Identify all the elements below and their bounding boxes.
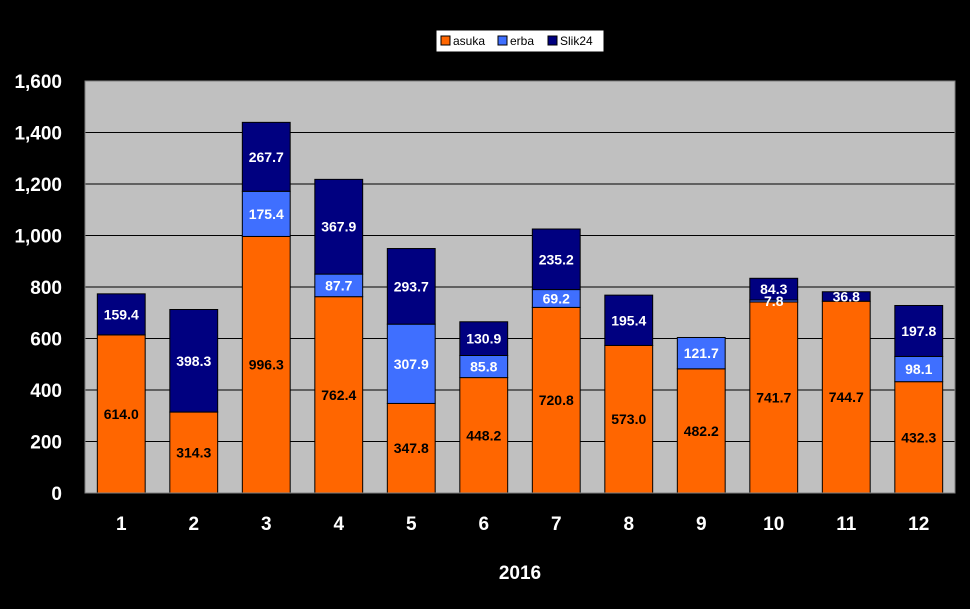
data-label: 398.3: [176, 353, 211, 369]
data-label: 762.4: [321, 387, 356, 403]
bar-segment-asuka: [749, 301, 799, 494]
y-tick-label: 1,000: [14, 227, 62, 248]
bar-segment-slik24: [96, 293, 146, 336]
bar-segment-erba: [386, 323, 436, 404]
data-label: 307.9: [394, 356, 429, 372]
bar-segment-asuka: [531, 306, 581, 494]
data-label: 482.2: [684, 423, 719, 439]
x-tick-label: 11: [836, 514, 857, 535]
legend-swatch-erba: [497, 35, 508, 46]
data-label: 84.3: [760, 281, 787, 297]
data-label: 741.7: [756, 390, 791, 406]
data-label: 448.2: [466, 427, 501, 443]
data-label: 98.1: [905, 361, 932, 377]
data-label: 7.8: [764, 293, 784, 309]
bar-segment-erba: [894, 355, 944, 383]
data-label: 267.7: [249, 149, 284, 165]
bar-segment-slik24: [459, 321, 509, 356]
bar-segment-slik24: [241, 121, 291, 192]
legend-swatch-slik24: [547, 35, 558, 46]
bar-segment-asuka: [386, 402, 436, 494]
data-label: 293.7: [394, 278, 429, 294]
legend-label: erba: [510, 34, 534, 48]
bar-segment-erba: [676, 336, 726, 370]
x-tick-label: 1: [116, 514, 127, 535]
bar-segment-slik24: [749, 277, 799, 301]
legend-swatch-asuka: [440, 35, 451, 46]
bar-segment-slik24: [821, 291, 871, 302]
bar-segment-slik24: [531, 228, 581, 291]
y-tick-label: 1,400: [14, 124, 62, 145]
x-tick-label: 9: [696, 514, 707, 535]
bar-segment-slik24: [314, 178, 364, 275]
bar-segment-asuka: [604, 344, 654, 494]
y-tick-label: 600: [30, 330, 62, 351]
bar-segment-asuka: [169, 411, 219, 494]
bar-segment-asuka: [96, 334, 146, 494]
data-label: 996.3: [249, 357, 284, 373]
bar-segment-slik24: [604, 294, 654, 346]
bar-segment-slik24: [894, 304, 944, 357]
legend: [435, 29, 605, 53]
x-tick-label: 8: [623, 514, 634, 535]
legend-label: Slik24: [560, 34, 593, 48]
bar-segment-slik24: [169, 309, 219, 413]
data-label: 314.3: [176, 445, 211, 461]
x-tick-label: 2: [188, 514, 199, 535]
data-label: 235.2: [539, 251, 574, 267]
data-label: 69.2: [543, 290, 570, 306]
data-label: 159.4: [104, 306, 139, 322]
data-label: 195.4: [611, 312, 646, 328]
data-label: 36.8: [833, 289, 860, 305]
legend-label: asuka: [453, 34, 485, 48]
plot-border: [84, 80, 956, 494]
data-label: 197.8: [901, 323, 936, 339]
x-tick-label: 7: [551, 514, 562, 535]
x-tick-label: 10: [763, 514, 784, 535]
data-label: 367.9: [321, 219, 356, 235]
y-tick-label: 400: [30, 381, 62, 402]
x-tick-label: 12: [908, 514, 929, 535]
bar-segment-asuka: [241, 235, 291, 494]
data-label: 347.8: [394, 440, 429, 456]
y-tick-label: 200: [30, 433, 62, 454]
y-tick-label: 0: [51, 484, 62, 505]
data-label: 87.7: [325, 277, 352, 293]
data-label: 614.0: [104, 406, 139, 422]
data-label: 175.4: [249, 206, 284, 222]
data-label: 573.0: [611, 411, 646, 427]
bar-segment-asuka: [676, 368, 726, 494]
data-label: 121.7: [684, 345, 719, 361]
x-tick-label: 4: [333, 514, 344, 535]
bar-segment-asuka: [894, 381, 944, 494]
x-tick-label: 6: [478, 514, 489, 535]
data-label: 720.8: [539, 392, 574, 408]
x-tick-label: 3: [261, 514, 272, 535]
y-tick-label: 1,200: [14, 175, 62, 196]
y-tick-label: 800: [30, 278, 62, 299]
x-axis-title: 2016: [499, 563, 541, 584]
bar-segment-asuka: [314, 296, 364, 494]
data-label: 432.3: [901, 429, 936, 445]
data-label: 85.8: [470, 359, 497, 375]
x-tick-label: 5: [406, 514, 417, 535]
data-label: 130.9: [466, 331, 501, 347]
bar-segment-slik24: [386, 248, 436, 325]
y-tick-label: 1,600: [14, 72, 62, 93]
data-label: 744.7: [829, 389, 864, 405]
